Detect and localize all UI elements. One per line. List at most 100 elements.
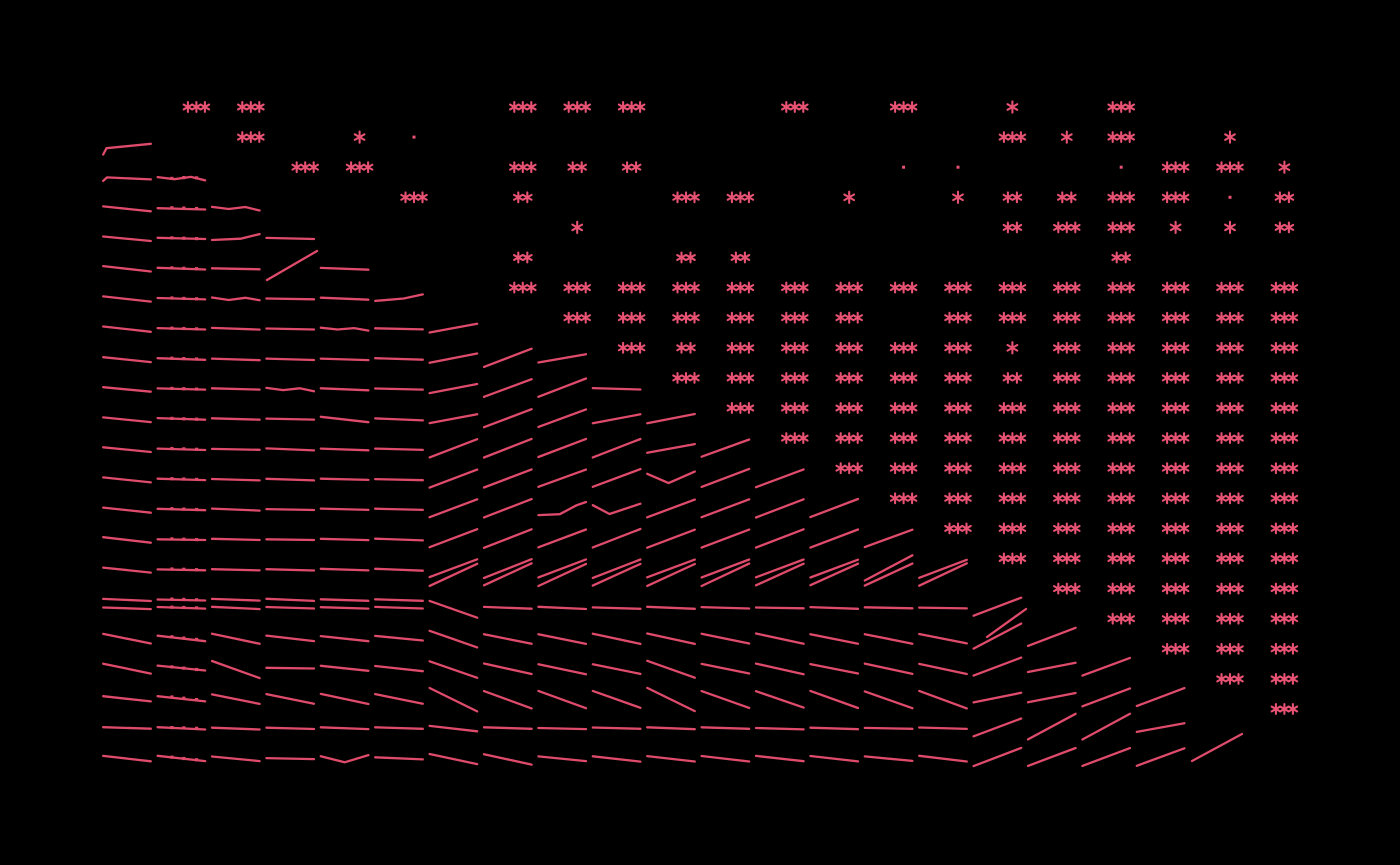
trend-line-segment: [210, 605, 261, 611]
asterisk-cluster-3: [563, 281, 591, 294]
trend-line-segment: [210, 205, 261, 212]
asterisk-cluster-1: [1224, 130, 1236, 144]
trend-line-segment: [918, 562, 968, 587]
steep-connector-line: [985, 607, 1028, 639]
line-tick-marker: [182, 296, 186, 300]
trend-line-segment: [646, 686, 696, 713]
line-tick-marker: [170, 206, 174, 210]
line-tick-marker: [170, 567, 174, 571]
trend-line-segment: [374, 664, 424, 673]
trend-line-segment: [102, 235, 152, 243]
trend-line-segment: [102, 264, 152, 273]
asterisk-cluster-3: [944, 522, 972, 535]
asterisk-cluster-3: [1270, 311, 1299, 324]
trend-line-segment: [102, 176, 152, 183]
asterisk-cluster-3: [944, 432, 972, 445]
asterisk-cluster-3: [835, 281, 863, 294]
trend-line-segment: [591, 562, 642, 587]
asterisk-cluster-3: [781, 101, 809, 113]
trend-line-segment: [700, 438, 751, 458]
line-tick-marker: [182, 326, 186, 331]
asterisk-cluster-3: [1216, 341, 1244, 354]
asterisk-cluster-3: [237, 101, 265, 113]
trend-line-segment: [374, 537, 424, 542]
asterisk-cluster-3: [726, 311, 755, 324]
trend-line-segment: [809, 633, 860, 645]
asterisk-cluster-3: [781, 402, 809, 414]
trend-line-segment: [210, 507, 261, 512]
trend-line-segment: [102, 597, 152, 603]
asterisk-cluster-3: [944, 492, 972, 505]
trend-line-segment: [863, 690, 914, 710]
asterisk-cluster-3: [835, 402, 863, 414]
asterisk-cluster-3: [1107, 101, 1135, 113]
asterisk-cluster-3: [1161, 612, 1190, 625]
trend-line-segment: [374, 567, 424, 572]
trend-line-segment: [319, 507, 370, 512]
asterisk-cluster-3: [1161, 552, 1190, 565]
line-tick-marker: [195, 327, 199, 331]
trend-line-segment: [754, 498, 805, 519]
asterisk-cluster-3: [1216, 311, 1244, 324]
line-tick-marker: [195, 357, 199, 361]
asterisk-cluster-3: [1161, 161, 1190, 174]
line-tick-marker: [182, 387, 186, 391]
trend-line-segment: [210, 326, 261, 331]
asterisk-cluster-3: [509, 281, 537, 294]
trend-line-segment: [1081, 712, 1132, 741]
asterisk-cluster-3: [1161, 191, 1190, 204]
asterisk-cluster-3: [509, 161, 537, 174]
trend-line-segment: [319, 606, 370, 610]
trend-line-segment: [972, 622, 1023, 650]
asterisk-cluster-3: [889, 371, 918, 384]
asterisk-cluster-3: [1053, 552, 1081, 565]
trend-line-segment: [319, 634, 370, 643]
trend-line-segment: [537, 500, 588, 517]
trend-line-segment: [210, 267, 261, 271]
dot-glyph: [956, 165, 960, 169]
trend-line-segment: [537, 437, 588, 459]
asterisk-cluster-3: [1053, 311, 1081, 324]
trend-line-segment: [210, 659, 261, 680]
trend-line-segment: [374, 726, 424, 730]
trend-line-segment: [102, 325, 152, 333]
asterisk-cluster-3: [944, 281, 972, 294]
trend-line-segment: [537, 726, 588, 731]
asterisk-cluster-3: [1053, 402, 1081, 414]
trend-line-segment: [809, 558, 860, 579]
trend-line-segment: [700, 562, 751, 588]
trend-line-segment: [102, 662, 152, 675]
trend-line-segment: [646, 659, 696, 679]
line-tick-marker: [182, 597, 186, 601]
line-tick-marker: [182, 417, 186, 421]
asterisk-cluster-3: [1107, 492, 1135, 505]
asterisk-cluster-3: [672, 191, 700, 204]
asterisk-cluster-3: [672, 281, 700, 294]
asterisk-cluster-3: [1107, 191, 1135, 204]
trend-line-segment: [754, 662, 805, 676]
trend-line-segment: [863, 662, 914, 676]
asterisk-cluster-3: [835, 311, 863, 324]
line-tick-marker: [170, 507, 174, 511]
trend-line-segment: [754, 528, 805, 549]
trend-line-segment: [428, 562, 479, 588]
asterisk-cluster-3: [1270, 552, 1299, 565]
trend-line-segment: [972, 656, 1023, 677]
line-tick-marker: [170, 755, 174, 759]
asterisk-cluster-3: [998, 492, 1027, 505]
steep-connector-line: [265, 249, 319, 282]
trend-line-segment: [537, 353, 588, 364]
asterisk-cluster-3: [1216, 161, 1244, 174]
trend-line-segment: [265, 447, 316, 452]
trend-line-segment: [265, 507, 316, 512]
trend-line-segment: [1135, 686, 1186, 708]
trend-line-segment: [482, 689, 533, 710]
asterisk-cluster-3: [944, 341, 972, 354]
asterisk-cluster-3: [1161, 281, 1190, 294]
trend-line-segment: [102, 476, 152, 484]
trend-line-segment: [809, 497, 860, 519]
trend-line-segment: [428, 752, 479, 766]
trend-line-segment: [863, 755, 914, 763]
asterisk-cluster-3: [1216, 552, 1244, 565]
trend-line-segment: [482, 378, 533, 398]
